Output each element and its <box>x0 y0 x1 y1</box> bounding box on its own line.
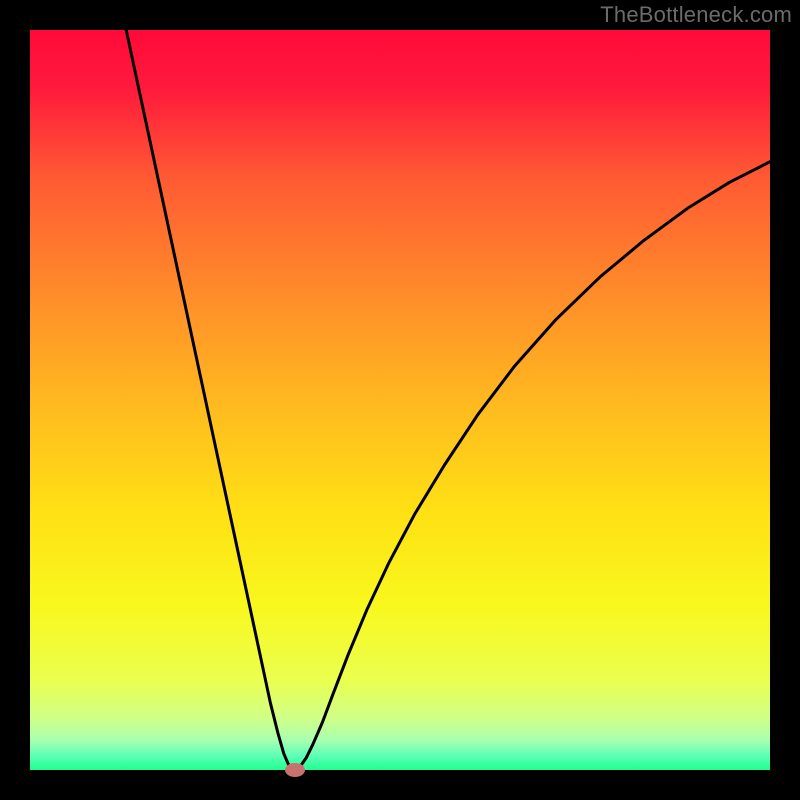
plot-area <box>30 30 770 770</box>
bottleneck-curve <box>126 30 770 770</box>
chart-frame: TheBottleneck.com <box>0 0 800 800</box>
curve-svg <box>30 30 770 770</box>
minimum-marker <box>285 763 305 777</box>
watermark-text: TheBottleneck.com <box>600 2 792 28</box>
